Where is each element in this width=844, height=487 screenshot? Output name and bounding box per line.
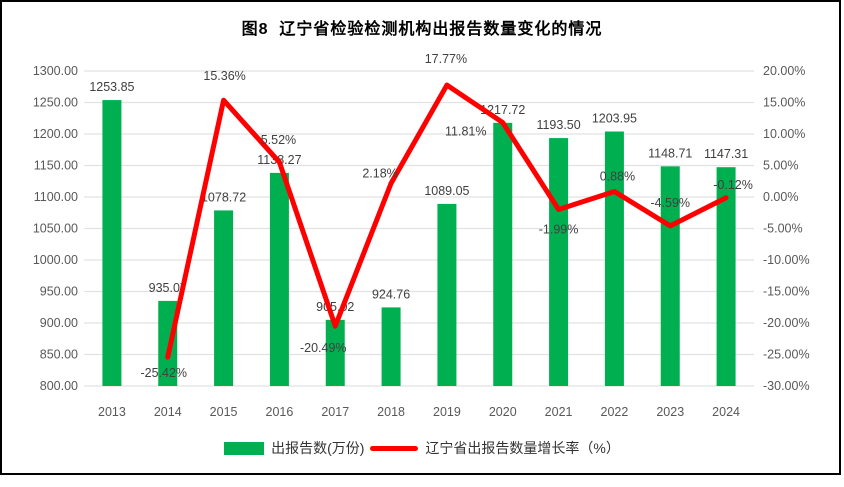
left-axis-tick-label: 900.00 <box>40 316 78 330</box>
left-axis-tick-label: 1050.00 <box>33 222 78 236</box>
growth-rate-label-2024: -0.12% <box>713 178 753 192</box>
left-axis-tick-label: 1150.00 <box>34 159 78 173</box>
left-axis-tick-label: 950.00 <box>40 285 78 299</box>
chart-title: 图8 辽宁省检验检测机构出报告数量变化的情况 <box>241 21 603 38</box>
left-axis-tick-label: 1000.00 <box>33 253 78 267</box>
bar-value-label-2014: 935.07 <box>149 281 187 295</box>
bar-value-label-2023: 1148.71 <box>648 146 692 160</box>
right-axis-tick-label: 10.00% <box>763 127 805 141</box>
bar-2014 <box>158 300 178 386</box>
combo-chart: 1300.00 1250.00 1200.00 1150.00 1100.00 1050.… <box>33 52 810 419</box>
growth-rate-label-2019: 17.77% <box>425 52 467 66</box>
growth-rate-label-2023: -4.59% <box>650 196 690 210</box>
bar-value-label-2013: 1253.85 <box>89 80 134 94</box>
growth-rate-label-2017: -20.49% <box>300 341 347 355</box>
x-axis-label-2016: 2016 <box>266 405 294 419</box>
right-axis-tick-label: -30.00% <box>763 379 810 393</box>
bar-value-label-2024: 1147.31 <box>704 147 748 161</box>
line-legend-label: 辽宁省出报告数量增长率（%） <box>425 440 620 456</box>
x-axis-label-2014: 2014 <box>154 405 182 419</box>
right-axis-tick-label: -25.00% <box>763 348 810 362</box>
right-axis-tick-label: 20.00% <box>763 64 805 78</box>
left-axis-tick-label: 1250.00 <box>33 96 78 110</box>
x-axis-label-2013: 2013 <box>98 405 126 419</box>
x-axis-label-2024: 2024 <box>712 405 740 419</box>
growth-rate-label-2014: -25.42% <box>140 366 187 380</box>
x-axis-label-2017: 2017 <box>321 405 349 419</box>
growth-rate-line <box>165 82 729 360</box>
bar-2016 <box>269 172 289 386</box>
x-axis-label-2021: 2021 <box>545 405 573 419</box>
right-axis-tick-label: 0.00% <box>763 190 798 204</box>
bar-value-label-2018: 924.76 <box>372 287 410 301</box>
left-axis-tick-label: 800.00 <box>40 379 78 393</box>
bar-value-label-2019: 1089.05 <box>424 184 469 198</box>
growth-rate-label-2020: 11.81% <box>445 125 486 139</box>
bar-2015 <box>214 210 234 386</box>
bar-2021 <box>549 138 569 386</box>
bar-2019 <box>437 203 457 386</box>
right-axis-tick-label: -10.00% <box>763 253 810 267</box>
bar-2024 <box>716 167 736 386</box>
line-legend-swatch <box>370 445 419 451</box>
growth-rate-label-2021: -1.99% <box>539 223 579 237</box>
right-axis-tick-label: 5.00% <box>763 159 798 173</box>
left-axis-tick-label: 1200.00 <box>33 127 78 141</box>
right-axis-tick-label: 15.00% <box>763 96 805 110</box>
bar-legend-label: 出报告数(万份) <box>271 440 365 456</box>
x-axis-label-2022: 2022 <box>601 405 629 419</box>
growth-rate-label-2015: 15.36% <box>203 69 245 83</box>
left-axis-tick-label: 1300.00 <box>33 64 78 78</box>
x-axis-label-2023: 2023 <box>656 405 684 419</box>
bar-2013 <box>102 100 122 387</box>
left-axis-tick-label: 1100.00 <box>34 190 78 204</box>
x-axis-label-2018: 2018 <box>377 405 405 419</box>
bar-2017 <box>325 319 345 386</box>
growth-rate-label-2022: 0.88% <box>600 169 635 183</box>
bar-value-label-2022: 1203.95 <box>592 112 637 126</box>
chart-legend: 出报告数(万份) 辽宁省出报告数量增长率（%） <box>0 437 844 459</box>
right-axis-tick-label: -20.00% <box>763 316 810 330</box>
right-axis-tick-label: -5.00% <box>763 222 803 236</box>
bar-legend-swatch <box>224 441 265 455</box>
x-axis-label-2019: 2019 <box>433 405 461 419</box>
bar-value-label-2015: 1078.72 <box>201 190 246 204</box>
bar-value-label-2017: 905.02 <box>316 300 354 314</box>
bar-2018 <box>381 307 401 386</box>
x-axis-label-2020: 2020 <box>489 405 517 419</box>
left-axis-tick-label: 850.00 <box>40 348 78 362</box>
x-axis-label-2015: 2015 <box>210 405 238 419</box>
growth-rate-label-2016: 5.52% <box>261 133 296 147</box>
bar-2020 <box>493 122 513 387</box>
growth-rate-label-2018: 2.18% <box>362 166 397 180</box>
right-axis-tick-label: -15.00% <box>763 285 810 299</box>
bar-value-label-2021: 1193.50 <box>536 118 580 132</box>
